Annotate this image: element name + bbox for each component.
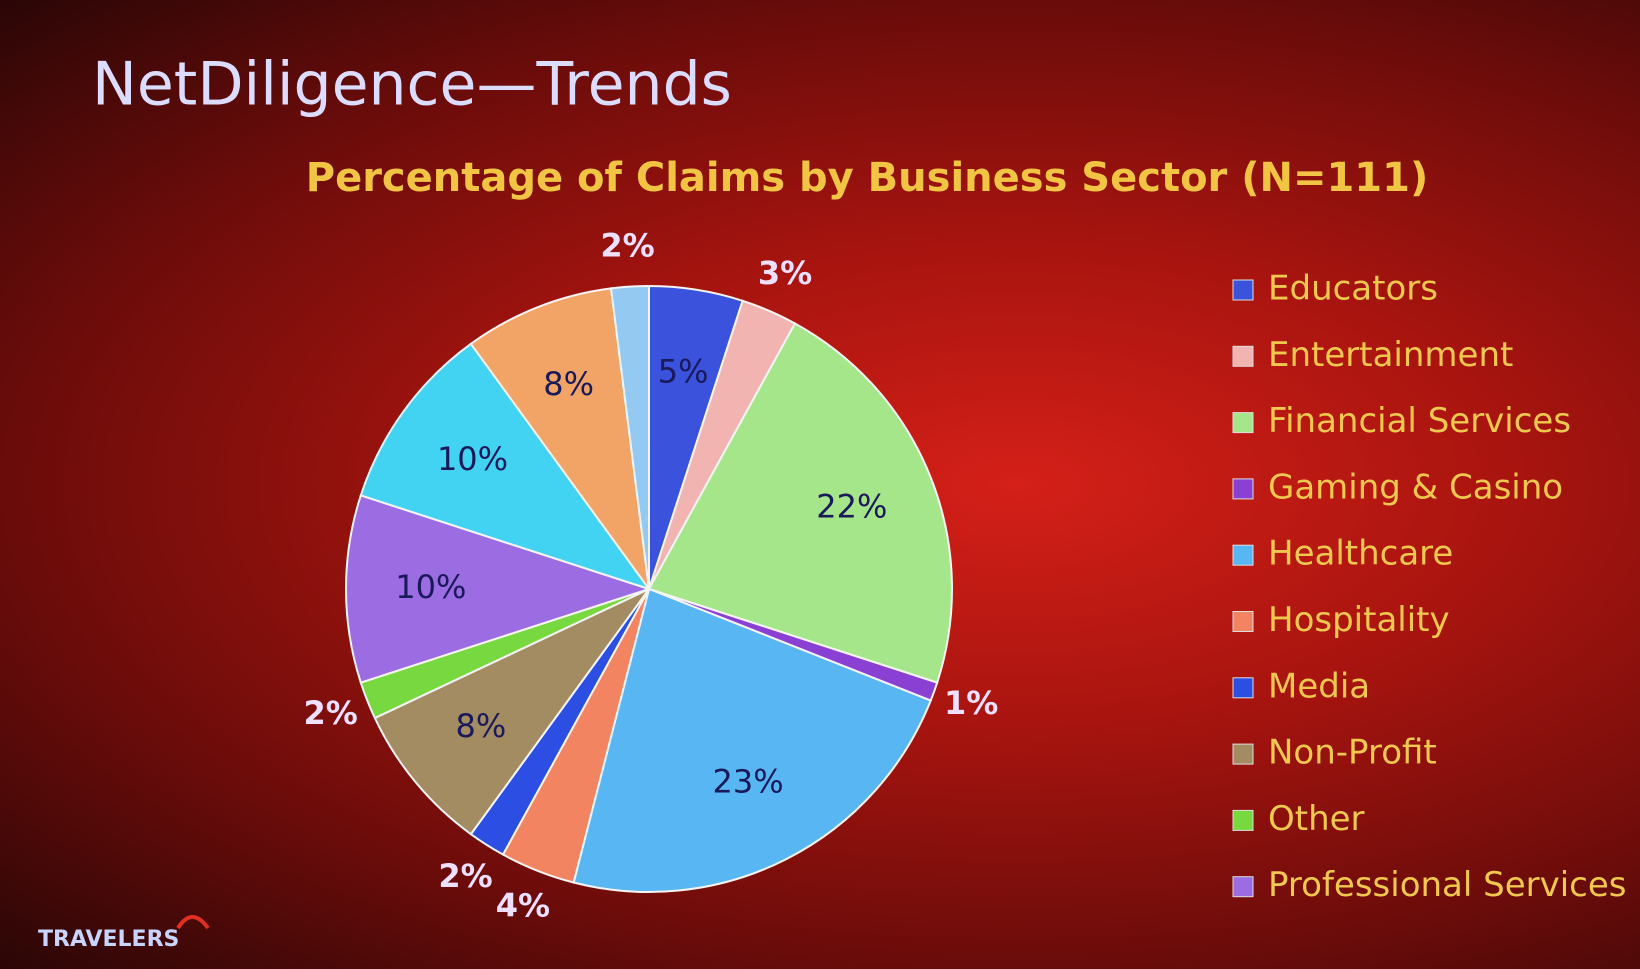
- value-label: 5%: [658, 353, 709, 391]
- legend-swatch: [1232, 743, 1254, 765]
- value-label: 2%: [438, 857, 492, 895]
- legend-swatch: [1232, 544, 1254, 566]
- value-label: 1%: [944, 684, 998, 722]
- pie-slice: [647, 322, 953, 684]
- pie-slice: [609, 284, 650, 590]
- value-label: 8%: [456, 707, 507, 745]
- slide-title: NetDiligence—Trends: [92, 50, 732, 120]
- legend-swatch: [1232, 611, 1254, 632]
- legend-label: Media: [1268, 666, 1370, 706]
- logo: TRAVELERS: [38, 927, 179, 952]
- legend-label: Hospitality: [1268, 600, 1450, 640]
- legend-label: Entertainment: [1268, 335, 1513, 375]
- legend-swatch: [1232, 478, 1254, 500]
- pie-slice: [572, 587, 933, 893]
- pie-slice: [345, 494, 653, 684]
- value-label: 23%: [712, 762, 783, 800]
- value-label: 22%: [816, 488, 887, 526]
- value-label: 8%: [543, 365, 594, 403]
- chart-title: Percentage of Claims by Business Sector …: [306, 155, 1429, 201]
- value-label: 2%: [600, 226, 654, 264]
- legend-label: Professional Services: [1268, 865, 1627, 905]
- legend-label: Non-Profit: [1268, 733, 1437, 773]
- value-label: 3%: [758, 254, 812, 292]
- pie-slice: [373, 588, 650, 836]
- value-label: 4%: [496, 886, 550, 924]
- legend-label: Financial Services: [1268, 401, 1571, 441]
- legend-label: Other: [1268, 799, 1365, 839]
- legend-swatch: [1232, 876, 1254, 898]
- legend-swatch: [1232, 412, 1254, 434]
- legend-swatch: [1232, 809, 1254, 831]
- pie-slice: [359, 342, 652, 591]
- legend-swatch: [1232, 345, 1254, 367]
- legend-swatch: [1232, 279, 1254, 301]
- value-label: 10%: [437, 440, 508, 478]
- legend-label: Educators: [1268, 269, 1438, 309]
- legend-label: Healthcare: [1268, 534, 1453, 574]
- legend-swatch: [1232, 677, 1254, 699]
- value-label: 2%: [303, 694, 357, 732]
- logo-umbrella: [176, 915, 210, 930]
- legend-label: Gaming & Casino: [1268, 467, 1563, 507]
- pie-slice: [469, 287, 650, 590]
- value-label: 10%: [395, 568, 466, 606]
